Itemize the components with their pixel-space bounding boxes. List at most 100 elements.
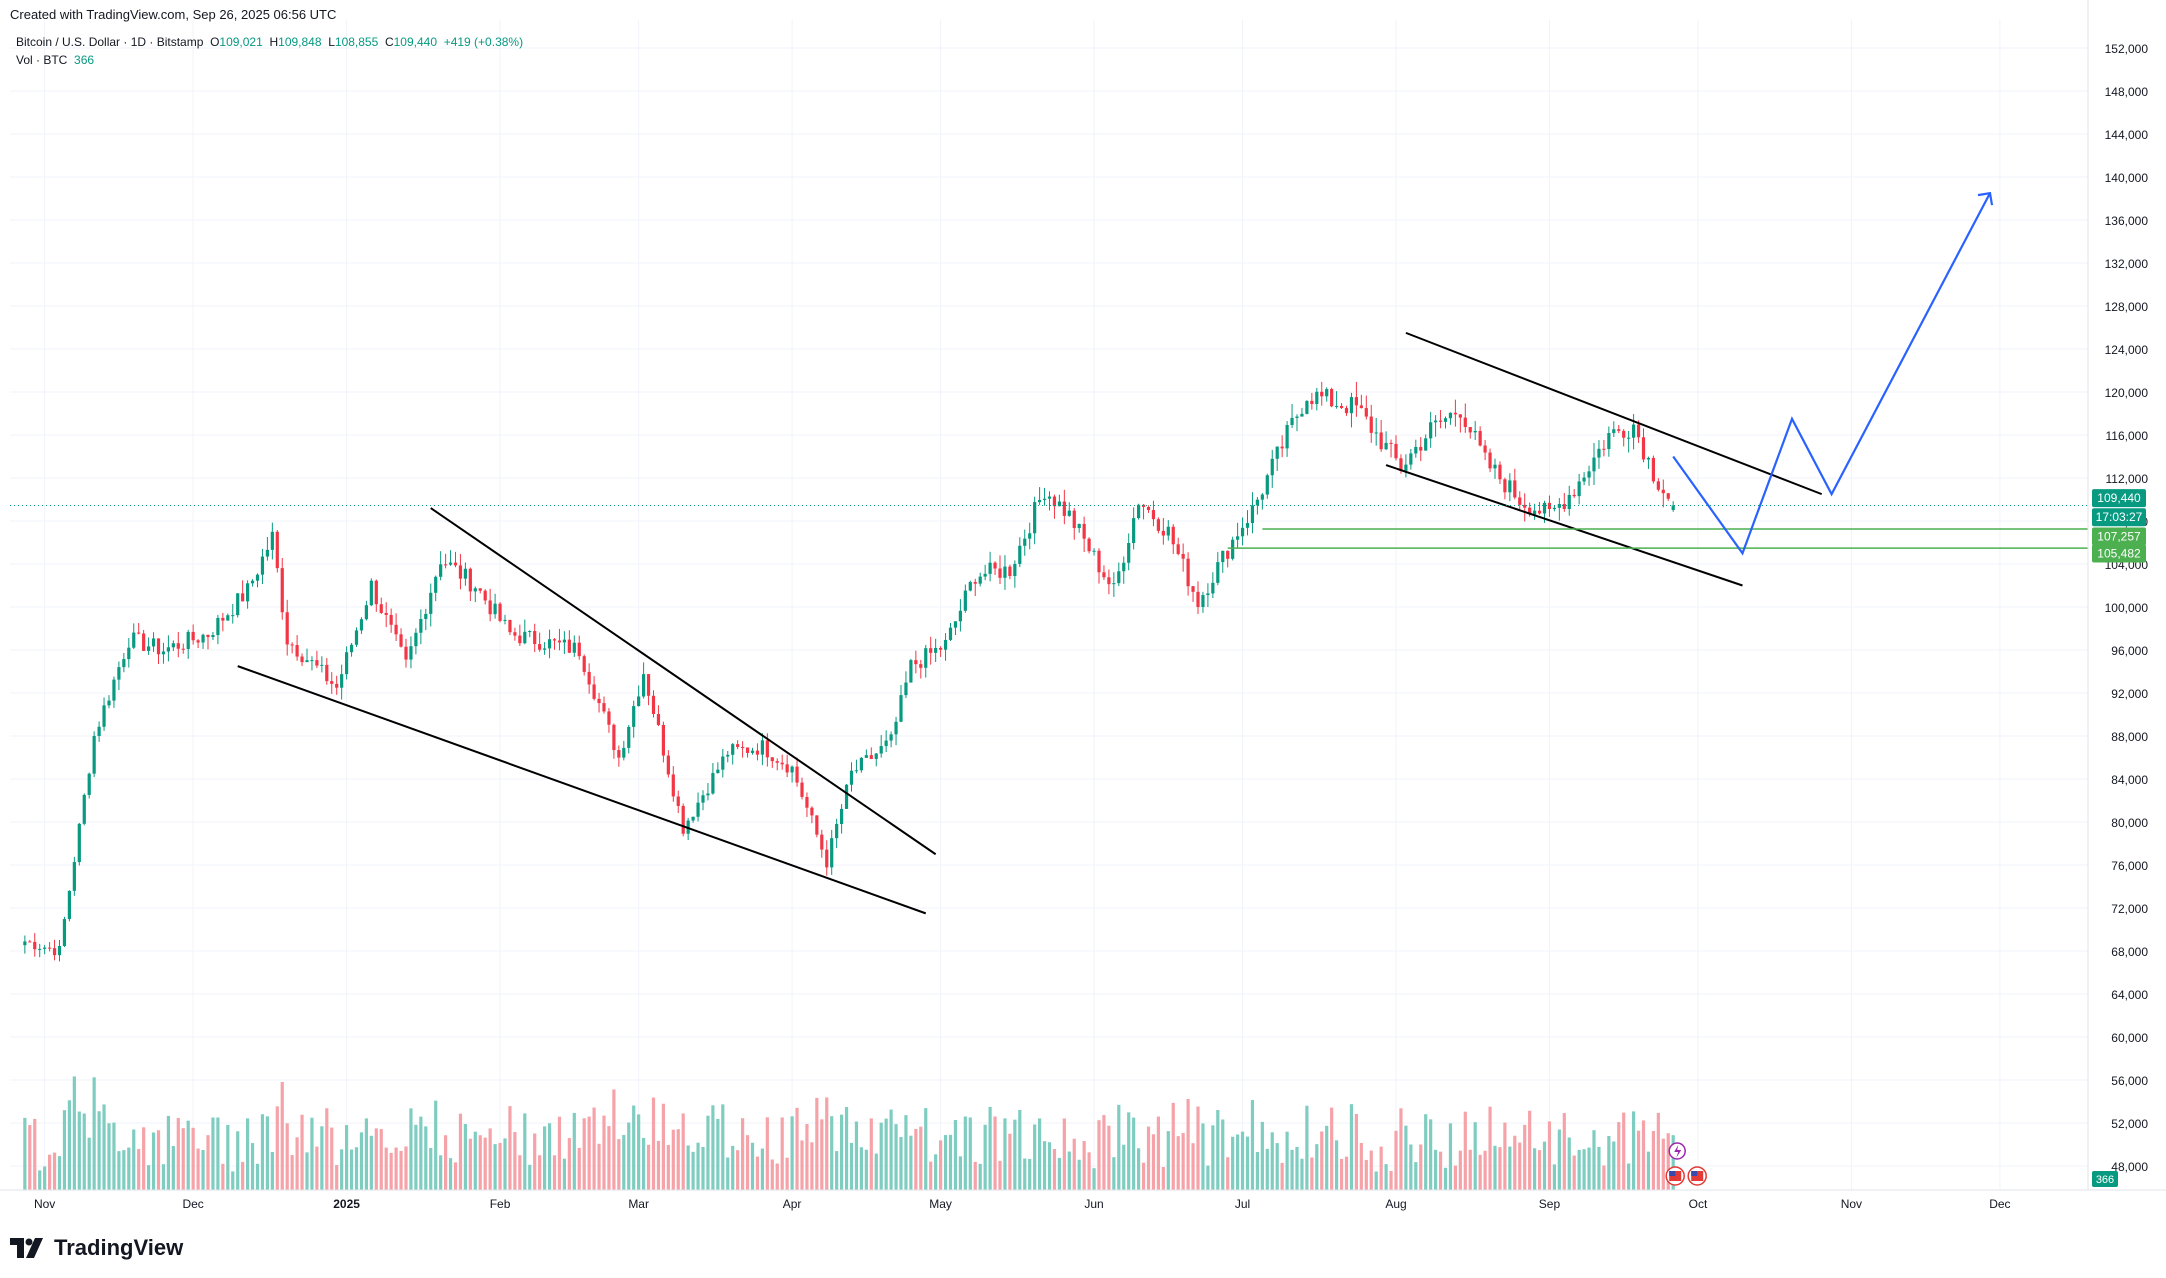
- chart-axes: 48,000 52,000 56,000 60,000 64,000 68,000 72,0…: [0, 0, 2166, 1211]
- volume-bar: [1231, 1136, 1235, 1190]
- candle-body: [929, 648, 933, 653]
- y-tick-label: 112,000: [2106, 472, 2149, 486]
- volume-bar: [1141, 1162, 1146, 1190]
- volume-bar: [349, 1149, 354, 1190]
- volume-bar: [800, 1140, 804, 1190]
- y-tick-label: 48,000: [2111, 1160, 2148, 1174]
- volume-bar: [1181, 1133, 1185, 1190]
- candle-body: [622, 747, 626, 758]
- candle-body: [1117, 571, 1121, 584]
- candle-body: [587, 671, 591, 685]
- volume-bar: [1513, 1135, 1517, 1190]
- candle-body: [592, 684, 596, 699]
- candle-body: [1206, 593, 1210, 596]
- candle-body: [458, 565, 463, 579]
- brand-name: TradingView: [54, 1235, 184, 1260]
- volume-bar: [1211, 1125, 1215, 1190]
- volume-bar: [379, 1129, 383, 1190]
- level-1-tag-bg: [2092, 527, 2146, 546]
- candle-body: [260, 556, 265, 575]
- candle-body: [1339, 405, 1344, 409]
- candle-body: [1463, 417, 1467, 428]
- y-tick-label: 140,000: [2105, 171, 2149, 185]
- volume-bar: [1434, 1149, 1438, 1190]
- candle-body: [107, 700, 111, 706]
- volume-bar: [468, 1138, 472, 1190]
- volume-bar: [201, 1149, 205, 1190]
- volume-bar: [1438, 1151, 1443, 1190]
- volume-bar: [330, 1127, 334, 1190]
- candle-body: [161, 651, 166, 655]
- volume-bar: [488, 1128, 492, 1190]
- candle-body: [874, 753, 878, 759]
- volume-bar: [750, 1142, 755, 1190]
- candle-body: [1651, 457, 1655, 482]
- volume-bar: [874, 1153, 878, 1190]
- volume-bar: [1349, 1104, 1354, 1190]
- candle-body: [1587, 471, 1591, 478]
- volume-bar: [1587, 1147, 1591, 1190]
- wedge-lower-trendline: [237, 665, 927, 915]
- candle-body: [171, 643, 175, 648]
- candle-body: [1438, 420, 1443, 422]
- volume-bar: [1369, 1150, 1373, 1190]
- candle-body: [691, 816, 695, 821]
- volume-bar: [1627, 1163, 1631, 1190]
- y-tick-label: 76,000: [2111, 859, 2148, 873]
- volume-bar: [1156, 1116, 1160, 1190]
- x-tick-label: 2025: [333, 1197, 360, 1211]
- volume-bar: [780, 1117, 784, 1190]
- candle-body: [884, 740, 888, 747]
- candle-body: [1008, 566, 1012, 577]
- candle-body: [1528, 507, 1532, 515]
- tradingview-brand[interactable]: TradingView: [10, 1235, 183, 1261]
- volume-bar: [543, 1126, 547, 1190]
- y-tick-label: 68,000: [2111, 945, 2148, 959]
- candle-body: [473, 588, 477, 592]
- volume-bar: [1146, 1126, 1151, 1190]
- projection-arrowhead: [1977, 191, 1994, 206]
- volume-bar: [310, 1117, 314, 1190]
- candle-body: [52, 948, 57, 956]
- volume-bar: [869, 1118, 873, 1190]
- candle-body: [1557, 504, 1561, 508]
- volume-bar: [1062, 1118, 1066, 1190]
- candle-body: [1285, 424, 1289, 449]
- candle-body: [265, 549, 269, 557]
- volume-bar: [1008, 1133, 1012, 1190]
- candle-body: [1191, 586, 1195, 592]
- volume-bar: [1226, 1157, 1230, 1190]
- candle-body: [750, 750, 755, 753]
- candle-body: [1646, 457, 1651, 460]
- volume-bar: [151, 1132, 156, 1190]
- projection-path: [1672, 192, 1991, 556]
- volume-bar: [1552, 1164, 1556, 1190]
- candle-body: [1661, 489, 1665, 494]
- candle-body: [226, 615, 230, 621]
- channel-upper-trendline: [1405, 331, 1823, 496]
- volume-bar: [1374, 1171, 1378, 1190]
- candle-body: [349, 644, 354, 653]
- volume-bar: [815, 1097, 819, 1190]
- volume-bar: [1191, 1143, 1195, 1190]
- x-tick-label: May: [929, 1197, 952, 1211]
- volume-bar: [716, 1118, 720, 1190]
- candle-body: [666, 755, 670, 775]
- candle-body: [924, 648, 928, 668]
- candle-body: [844, 784, 849, 809]
- volume-bar: [1671, 1135, 1675, 1190]
- candle-body: [1042, 498, 1047, 500]
- volume-bar: [567, 1138, 571, 1190]
- volume-bar: [884, 1118, 888, 1190]
- candle-body: [978, 576, 982, 584]
- candle-body: [879, 746, 883, 754]
- volume-bar: [216, 1117, 220, 1190]
- volume-bar: [1666, 1133, 1670, 1190]
- candle-body: [1478, 430, 1482, 446]
- candle-body: [246, 583, 250, 602]
- volume-bar: [835, 1151, 839, 1190]
- volume-bar: [592, 1107, 596, 1190]
- candle-body: [216, 617, 220, 636]
- candle-body: [102, 705, 106, 727]
